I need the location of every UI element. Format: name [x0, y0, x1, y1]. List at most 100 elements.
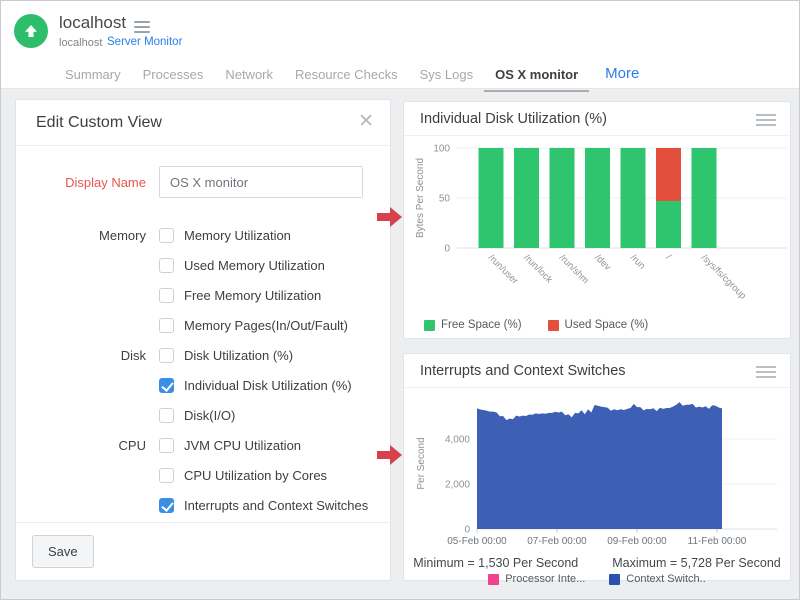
chart2-menu-icon[interactable] [756, 363, 776, 381]
svg-text:/run: /run [628, 252, 647, 271]
interrupts-chart-card: Interrupts and Context Switches 4,000 2,0… [403, 353, 791, 585]
chart2-minmax-row: Minimum = 1,530 Per Second Maximum = 5,7… [404, 556, 790, 570]
checkbox-label-interrupts-and-context-switches: Interrupts and Context Switches [184, 497, 369, 513]
tab-summary[interactable]: Summary [65, 67, 121, 82]
checkbox-jvm-cpu-utilization[interactable] [159, 437, 174, 453]
legend-item-used-space[interactable]: Used Space (%) [547, 319, 649, 331]
tab-processes[interactable]: Processes [142, 67, 204, 82]
svg-text:09-Feb 00:00: 09-Feb 00:00 [607, 536, 667, 544]
group-label-memory: Memory [99, 227, 146, 243]
tab-os-x-monitor[interactable]: OS X monitor [484, 61, 590, 92]
chart2-header: Interrupts and Context Switches [404, 354, 790, 388]
svg-text:Bytes Per Second: Bytes Per Second [415, 158, 426, 238]
chart1-legend: Free Space (%) Used Space (%) [404, 319, 790, 331]
legend-swatch-icon [488, 573, 500, 585]
svg-text:/run/lock: /run/lock [521, 252, 554, 285]
edit-custom-view-dialog: Edit Custom View ✕ Display Name MemoryMe… [15, 99, 391, 581]
checkbox-label-disk-utilization: Disk Utilization (%) [184, 347, 294, 363]
legend-label: Processor Inte... [505, 573, 586, 585]
up-arrow-icon [25, 25, 37, 37]
minimum-value-text: Minimum = 1,530 Per Second [413, 556, 579, 570]
group-label-cpu: CPU [118, 437, 146, 453]
legend-label: Context Switch.. [626, 573, 706, 585]
svg-text:2,000: 2,000 [445, 480, 470, 491]
checkbox-memory-utilization[interactable] [159, 227, 174, 243]
check-row-used-memory-utilization: Used Memory Utilization [38, 250, 390, 280]
checkbox-individual-disk-utilization[interactable] [159, 377, 174, 393]
tab-bar: Summary Processes Network Resource Checks Sy… [54, 59, 650, 92]
checkbox-label-memory-pages-in-out-fault: Memory Pages(In/Out/Fault) [184, 317, 348, 333]
svg-text:05-Feb 00:00: 05-Feb 00:00 [447, 536, 507, 544]
check-row-memory-utilization: Memory Memory Utilization [38, 220, 390, 250]
dialog-header: Edit Custom View ✕ [16, 100, 390, 146]
legend-swatch-icon [547, 319, 559, 331]
red-arrow-right-icon [377, 207, 402, 227]
group-label-disk: Disk [120, 347, 146, 363]
svg-text:/dev: /dev [592, 252, 613, 273]
dialog-title: Edit Custom View [36, 114, 162, 131]
check-row-interrupts-and-context-switches: Interrupts and Context Switches [38, 490, 390, 520]
checkbox-label-individual-disk-utilization: Individual Disk Utilization (%) [184, 377, 352, 393]
interrupts-area-chart: 4,000 2,000 0 Per Second 05-Feb 00:00 07-Feb … [416, 402, 777, 547]
svg-text:0: 0 [444, 244, 450, 255]
breadcrumb-host: localhost [59, 37, 103, 49]
checkbox-disk-utilization[interactable] [159, 347, 174, 363]
checkbox-free-memory-utilization[interactable] [159, 287, 174, 303]
checkbox-cpu-utilization-by-cores[interactable] [159, 467, 174, 483]
check-row-disk-utilization: Disk Disk Utilization (%) [38, 340, 390, 370]
checkbox-used-memory-utilization[interactable] [159, 257, 174, 273]
chart1-header: Individual Disk Utilization (%) [404, 102, 790, 136]
header: localhost localhost Server Monitor Summa… [1, 1, 799, 92]
display-name-input[interactable] [159, 166, 363, 198]
legend-swatch-icon [609, 573, 621, 585]
tab-resource-checks[interactable]: Resource Checks [295, 67, 398, 82]
title-menu-icon[interactable] [134, 18, 150, 36]
breadcrumb-server-monitor-link[interactable]: Server Monitor [107, 36, 183, 48]
page-title: localhost [59, 13, 127, 32]
chart2-legend: Processor Inte... Context Switch.. [404, 573, 790, 585]
check-row-disk-i-o: Disk(I/O) [38, 400, 390, 430]
dialog-footer: Save [16, 522, 390, 580]
checkbox-disk-i-o[interactable] [159, 407, 174, 423]
svg-text:/run/user: /run/user [486, 252, 520, 286]
svg-text:0: 0 [464, 525, 470, 536]
legend-label: Free Space (%) [441, 319, 522, 331]
svg-text:Per Second: Per Second [416, 437, 427, 489]
check-row-jvm-cpu-utilization: CPU JVM CPU Utilization [38, 430, 390, 460]
svg-text:11-Feb 00:00: 11-Feb 00:00 [688, 536, 747, 544]
disk-utilization-chart-card: Individual Disk Utilization (%) 100 50 0 By… [403, 101, 791, 339]
legend-item-context-switch[interactable]: Context Switch.. [609, 573, 706, 585]
chart1-menu-icon[interactable] [756, 111, 776, 129]
svg-text:100: 100 [433, 144, 450, 155]
tab-sys-logs[interactable]: Sys Logs [419, 67, 474, 82]
legend-label: Used Space (%) [564, 319, 649, 331]
svg-text:/run/shm: /run/shm [557, 252, 591, 286]
checkbox-label-cpu-utilization-by-cores: CPU Utilization by Cores [184, 467, 328, 483]
monitor-status-icon [14, 14, 48, 48]
legend-swatch-icon [424, 319, 435, 331]
checkbox-label-disk-i-o: Disk(I/O) [184, 407, 236, 423]
checkbox-memory-pages-in-out-fault[interactable] [159, 317, 174, 333]
svg-text:50: 50 [439, 194, 451, 205]
tab-network[interactable]: Network [225, 67, 274, 82]
close-icon[interactable]: ✕ [358, 111, 374, 132]
red-arrow-right-icon [377, 445, 402, 465]
save-button[interactable]: Save [32, 535, 94, 568]
svg-text:/sys/fs/cgroup: /sys/fs/cgroup [699, 252, 748, 301]
checkbox-label-used-memory-utilization: Used Memory Utilization [184, 257, 325, 273]
svg-text:/: / [663, 252, 673, 262]
chart2-title: Interrupts and Context Switches [420, 363, 626, 379]
disk-utilization-bar-chart: 100 50 0 Bytes Per Second/run/user/run/lock… [415, 144, 787, 302]
tab-more[interactable]: More [605, 65, 640, 82]
svg-text:07-Feb 00:00: 07-Feb 00:00 [527, 536, 587, 544]
display-name-label: Display Name [65, 174, 146, 190]
metric-checkbox-list: Memory Memory Utilization Used Memory Util… [38, 220, 390, 520]
chart1-title: Individual Disk Utilization (%) [420, 111, 607, 127]
legend-item-processor-inte[interactable]: Processor Inte... [488, 573, 585, 585]
checkbox-interrupts-and-context-switches[interactable] [159, 497, 174, 513]
display-name-row: Display Name [38, 166, 390, 198]
checkbox-label-jvm-cpu-utilization: JVM CPU Utilization [184, 437, 302, 453]
legend-item-free-space[interactable]: Free Space (%) [424, 319, 522, 331]
checkbox-label-memory-utilization: Memory Utilization [184, 227, 291, 243]
